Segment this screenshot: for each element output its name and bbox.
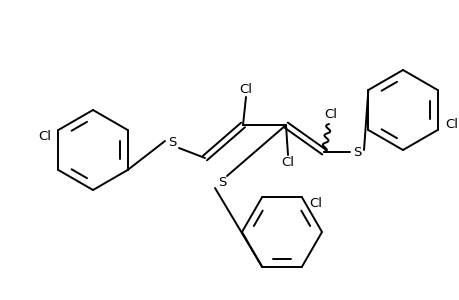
Text: S: S xyxy=(168,136,176,149)
Text: Cl: Cl xyxy=(239,82,252,95)
Text: Cl: Cl xyxy=(309,197,322,210)
Text: Cl: Cl xyxy=(281,157,294,169)
Text: S: S xyxy=(218,176,226,190)
Text: Cl: Cl xyxy=(444,118,457,130)
Text: Cl: Cl xyxy=(324,109,337,122)
Text: S: S xyxy=(352,146,360,158)
Text: Cl: Cl xyxy=(38,130,51,142)
